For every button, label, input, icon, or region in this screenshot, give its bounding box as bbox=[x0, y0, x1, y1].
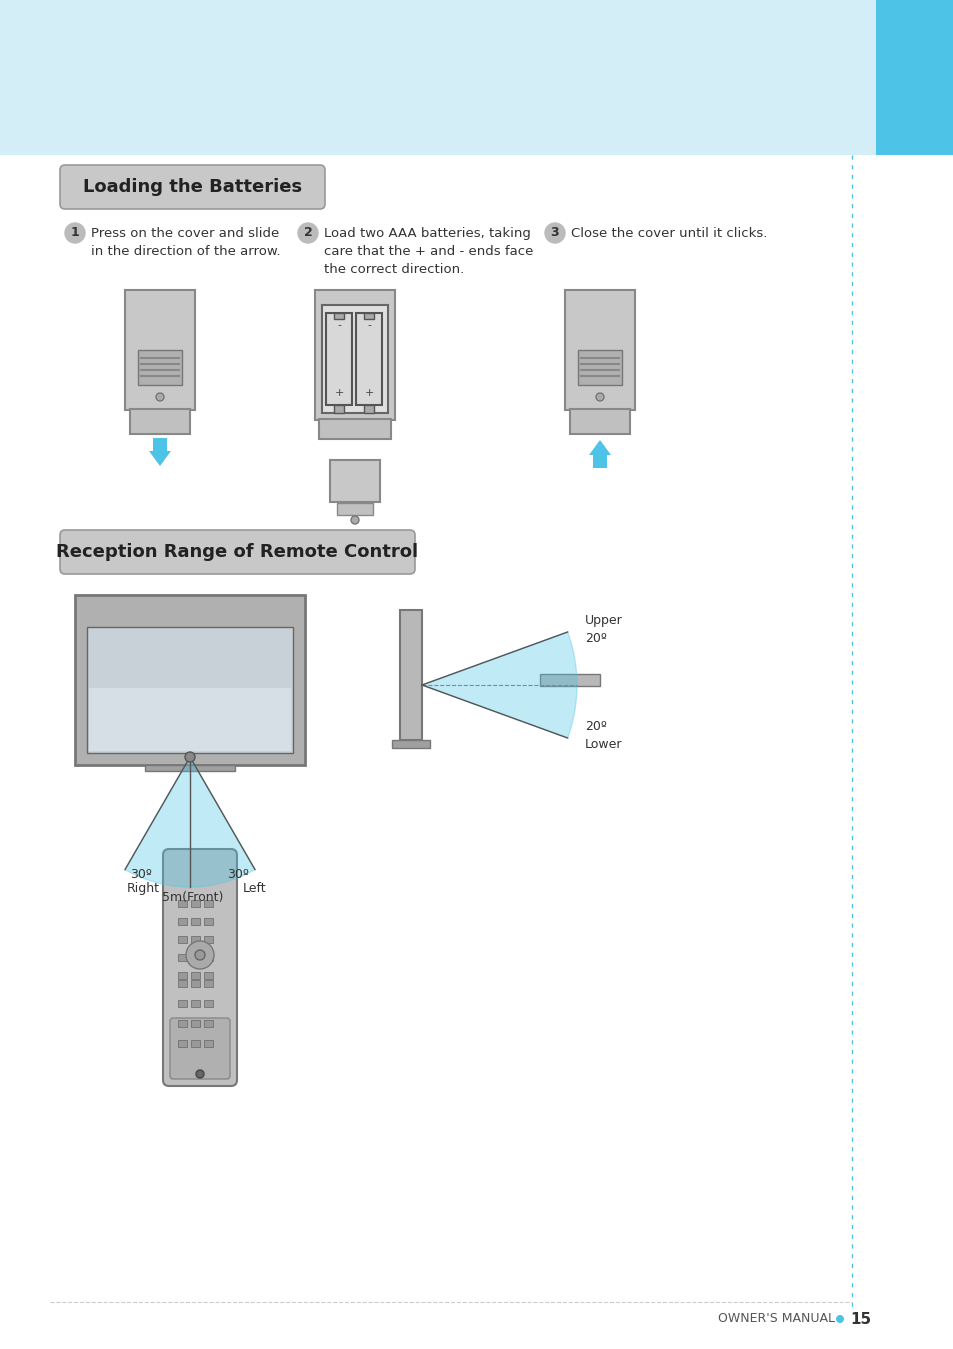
Text: Load two AAA batteries, taking
care that the + and - ends face
the correct direc: Load two AAA batteries, taking care that… bbox=[324, 227, 533, 277]
Text: Right: Right bbox=[127, 882, 160, 894]
Bar bbox=[191, 979, 200, 987]
Circle shape bbox=[186, 942, 213, 969]
Bar bbox=[204, 1020, 213, 1027]
Text: 20º: 20º bbox=[584, 720, 606, 733]
Bar bbox=[178, 936, 187, 943]
Circle shape bbox=[195, 1070, 204, 1078]
Circle shape bbox=[835, 1315, 843, 1323]
Text: Press on the cover and slide
in the direction of the arrow.: Press on the cover and slide in the dire… bbox=[91, 227, 280, 258]
Bar bbox=[334, 313, 344, 318]
Bar bbox=[875, 0, 953, 155]
Bar bbox=[178, 1000, 187, 1006]
FancyArrow shape bbox=[588, 440, 610, 468]
Bar bbox=[204, 1000, 213, 1006]
Text: Left: Left bbox=[243, 882, 266, 894]
Text: Loading the Batteries: Loading the Batteries bbox=[83, 178, 302, 196]
Bar bbox=[314, 290, 395, 420]
Bar bbox=[145, 765, 234, 772]
Text: 20º: 20º bbox=[584, 631, 606, 645]
Bar bbox=[89, 688, 291, 751]
Text: OWNER'S MANUAL: OWNER'S MANUAL bbox=[718, 1313, 834, 1326]
Bar bbox=[578, 349, 621, 384]
Bar bbox=[204, 979, 213, 987]
Circle shape bbox=[351, 517, 358, 523]
Circle shape bbox=[297, 223, 317, 243]
FancyBboxPatch shape bbox=[163, 849, 236, 1086]
Text: Lower: Lower bbox=[584, 738, 622, 751]
Text: +: + bbox=[334, 389, 343, 398]
Bar bbox=[125, 290, 194, 410]
Bar bbox=[178, 919, 187, 925]
Bar bbox=[75, 595, 305, 765]
Bar bbox=[191, 936, 200, 943]
Text: 2: 2 bbox=[303, 227, 312, 240]
Text: 1: 1 bbox=[71, 227, 79, 240]
Bar bbox=[204, 973, 213, 979]
Circle shape bbox=[156, 393, 164, 401]
Bar bbox=[364, 405, 374, 413]
Bar bbox=[178, 954, 187, 960]
Bar bbox=[204, 900, 213, 907]
FancyArrow shape bbox=[149, 438, 171, 465]
FancyBboxPatch shape bbox=[60, 165, 325, 209]
Bar bbox=[334, 405, 344, 413]
Bar bbox=[336, 503, 373, 515]
Bar bbox=[539, 674, 599, 687]
Circle shape bbox=[194, 950, 205, 960]
Text: 30º: 30º bbox=[227, 867, 249, 881]
Bar bbox=[364, 313, 374, 318]
Polygon shape bbox=[421, 631, 577, 738]
Bar bbox=[318, 420, 391, 438]
Text: 15: 15 bbox=[849, 1311, 870, 1326]
Bar bbox=[178, 900, 187, 907]
Text: -: - bbox=[367, 320, 371, 331]
Bar bbox=[191, 973, 200, 979]
Bar bbox=[204, 936, 213, 943]
Bar bbox=[564, 290, 635, 410]
Circle shape bbox=[544, 223, 564, 243]
Bar bbox=[178, 973, 187, 979]
Bar bbox=[178, 1020, 187, 1027]
Bar bbox=[204, 954, 213, 960]
Bar bbox=[204, 1040, 213, 1047]
Bar bbox=[191, 1020, 200, 1027]
Bar bbox=[399, 610, 421, 741]
Circle shape bbox=[185, 751, 194, 762]
Bar bbox=[191, 954, 200, 960]
Bar bbox=[0, 0, 953, 155]
Text: +: + bbox=[364, 389, 374, 398]
Text: 3: 3 bbox=[550, 227, 558, 240]
Text: Close the cover until it clicks.: Close the cover until it clicks. bbox=[571, 227, 766, 240]
Bar bbox=[191, 1000, 200, 1006]
Bar bbox=[178, 979, 187, 987]
Text: Reception Range of Remote Control: Reception Range of Remote Control bbox=[56, 544, 418, 561]
Circle shape bbox=[596, 393, 603, 401]
Bar bbox=[392, 741, 430, 747]
Bar bbox=[191, 919, 200, 925]
Polygon shape bbox=[125, 757, 254, 888]
Bar bbox=[191, 1040, 200, 1047]
Bar bbox=[178, 1040, 187, 1047]
Bar bbox=[322, 305, 388, 413]
FancyBboxPatch shape bbox=[60, 530, 415, 575]
Bar bbox=[569, 409, 629, 434]
Text: 30º: 30º bbox=[130, 867, 152, 881]
Bar bbox=[138, 349, 182, 384]
Text: 5m(Front): 5m(Front) bbox=[162, 890, 223, 904]
Bar bbox=[326, 313, 352, 405]
Text: -: - bbox=[336, 320, 340, 331]
Text: Upper: Upper bbox=[584, 614, 622, 627]
Bar bbox=[204, 919, 213, 925]
Bar bbox=[191, 900, 200, 907]
Bar bbox=[130, 409, 190, 434]
FancyBboxPatch shape bbox=[170, 1018, 230, 1079]
Bar bbox=[355, 313, 381, 405]
Bar bbox=[330, 460, 379, 502]
Bar bbox=[87, 627, 293, 753]
Circle shape bbox=[65, 223, 85, 243]
